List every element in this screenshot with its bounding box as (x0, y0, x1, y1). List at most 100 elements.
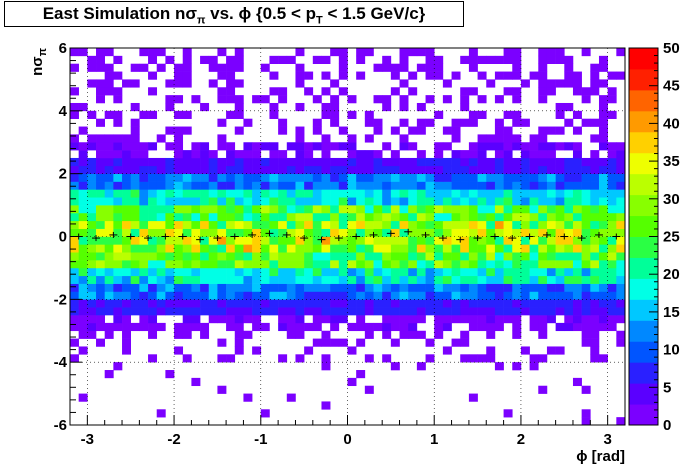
heatmap-cell (399, 63, 409, 72)
heatmap-cell (347, 236, 357, 245)
heatmap-cell (226, 63, 236, 72)
heatmap-cell (104, 252, 114, 261)
heatmap-cell (330, 244, 340, 253)
heatmap-cell (598, 307, 608, 316)
heatmap-cell (122, 275, 131, 284)
heatmap-cell (408, 299, 418, 308)
heatmap-cell (78, 252, 88, 261)
heatmap-cell (165, 267, 175, 277)
heatmap-cell (200, 244, 210, 253)
heatmap-cell (200, 157, 210, 167)
heatmap-cell (590, 338, 600, 347)
heatmap-cell (468, 291, 478, 300)
heatmap-cell (295, 267, 305, 277)
heatmap-cell (182, 181, 192, 190)
heatmap-cell (451, 118, 461, 127)
heatmap-cell (139, 291, 149, 300)
heatmap-cell (581, 181, 591, 190)
heatmap-cell (390, 338, 400, 347)
heatmap-cell (295, 79, 305, 88)
heatmap-cell (139, 63, 149, 72)
heatmap-cell (269, 220, 279, 229)
heatmap-cell (364, 157, 374, 167)
heatmap-cell (434, 55, 444, 64)
heatmap-cell (174, 260, 184, 269)
heatmap-cell (460, 291, 470, 300)
heatmap-cell (78, 244, 88, 253)
heatmap-cell (382, 236, 392, 245)
heatmap-cell (234, 110, 244, 119)
heatmap-cell (572, 220, 582, 229)
heatmap-cell (356, 291, 366, 300)
heatmap-cell (494, 134, 504, 143)
heatmap-cell (590, 87, 600, 96)
heatmap-cell (226, 291, 236, 300)
heatmap-cell (538, 260, 548, 269)
heatmap-cell (416, 189, 426, 198)
heatmap-cell (286, 236, 296, 245)
heatmap-cell (347, 150, 357, 159)
heatmap-cell (165, 244, 175, 253)
heatmap-cell (122, 79, 131, 88)
heatmap-cell (373, 205, 383, 214)
heatmap-cell (486, 244, 496, 253)
heatmap-cell (529, 228, 539, 237)
heatmap-cell (96, 87, 105, 96)
heatmap-cell (130, 205, 140, 214)
heatmap-cell (243, 244, 253, 253)
heatmap-cell (148, 315, 158, 324)
heatmap-cell (252, 165, 262, 174)
heatmap-cell (460, 267, 470, 277)
heatmap-cell (590, 291, 600, 300)
heatmap-cell (356, 181, 366, 190)
heatmap-cell (494, 95, 504, 104)
heatmap-cell (304, 322, 314, 332)
heatmap-cell (113, 197, 123, 206)
heatmap-cell (191, 150, 201, 159)
heatmap-cell (477, 150, 487, 159)
heatmap-cell (113, 236, 123, 245)
heatmap-cell (512, 307, 522, 316)
heatmap-cell (338, 220, 348, 229)
heatmap-cell (321, 220, 331, 229)
heatmap-cell (252, 275, 262, 284)
heatmap-cell (390, 157, 400, 167)
heatmap-cell (356, 236, 366, 245)
heatmap-cell (338, 299, 348, 308)
heatmap-cell (165, 307, 175, 316)
heatmap-cell (382, 307, 392, 316)
heatmap-cell (416, 252, 426, 261)
heatmap-cell (243, 197, 253, 206)
heatmap-cell (607, 307, 617, 316)
heatmap-cell (451, 173, 461, 182)
heatmap-cell (330, 338, 340, 347)
heatmap-cell (330, 173, 340, 182)
heatmap-cell (156, 236, 166, 245)
heatmap-cell (564, 142, 574, 151)
heatmap-cell (104, 87, 114, 96)
heatmap-cell (607, 315, 617, 324)
heatmap-cell (269, 197, 279, 206)
heatmap-cell (416, 220, 426, 229)
heatmap-cell (486, 197, 496, 206)
heatmap-cell (390, 307, 400, 316)
heatmap-cell (260, 95, 270, 104)
heatmap-cell (338, 126, 348, 135)
heatmap-cell (529, 283, 539, 292)
x-tick-label: 1 (430, 431, 438, 448)
y-tick-label: 6 (59, 40, 67, 57)
heatmap-cell (104, 48, 114, 57)
heatmap-cell (364, 181, 374, 190)
heatmap-cell (598, 244, 608, 253)
heatmap-cell (139, 142, 149, 151)
heatmap-cell (512, 110, 522, 119)
heatmap-cell (278, 212, 288, 222)
heatmap-cell (598, 228, 608, 237)
heatmap-cell (226, 205, 236, 214)
heatmap-cell (512, 362, 522, 371)
heatmap-cell (78, 142, 88, 151)
heatmap-cell (364, 220, 374, 229)
heatmap-cell (373, 126, 383, 135)
heatmap-cell (616, 157, 626, 167)
heatmap-cell (434, 315, 444, 324)
